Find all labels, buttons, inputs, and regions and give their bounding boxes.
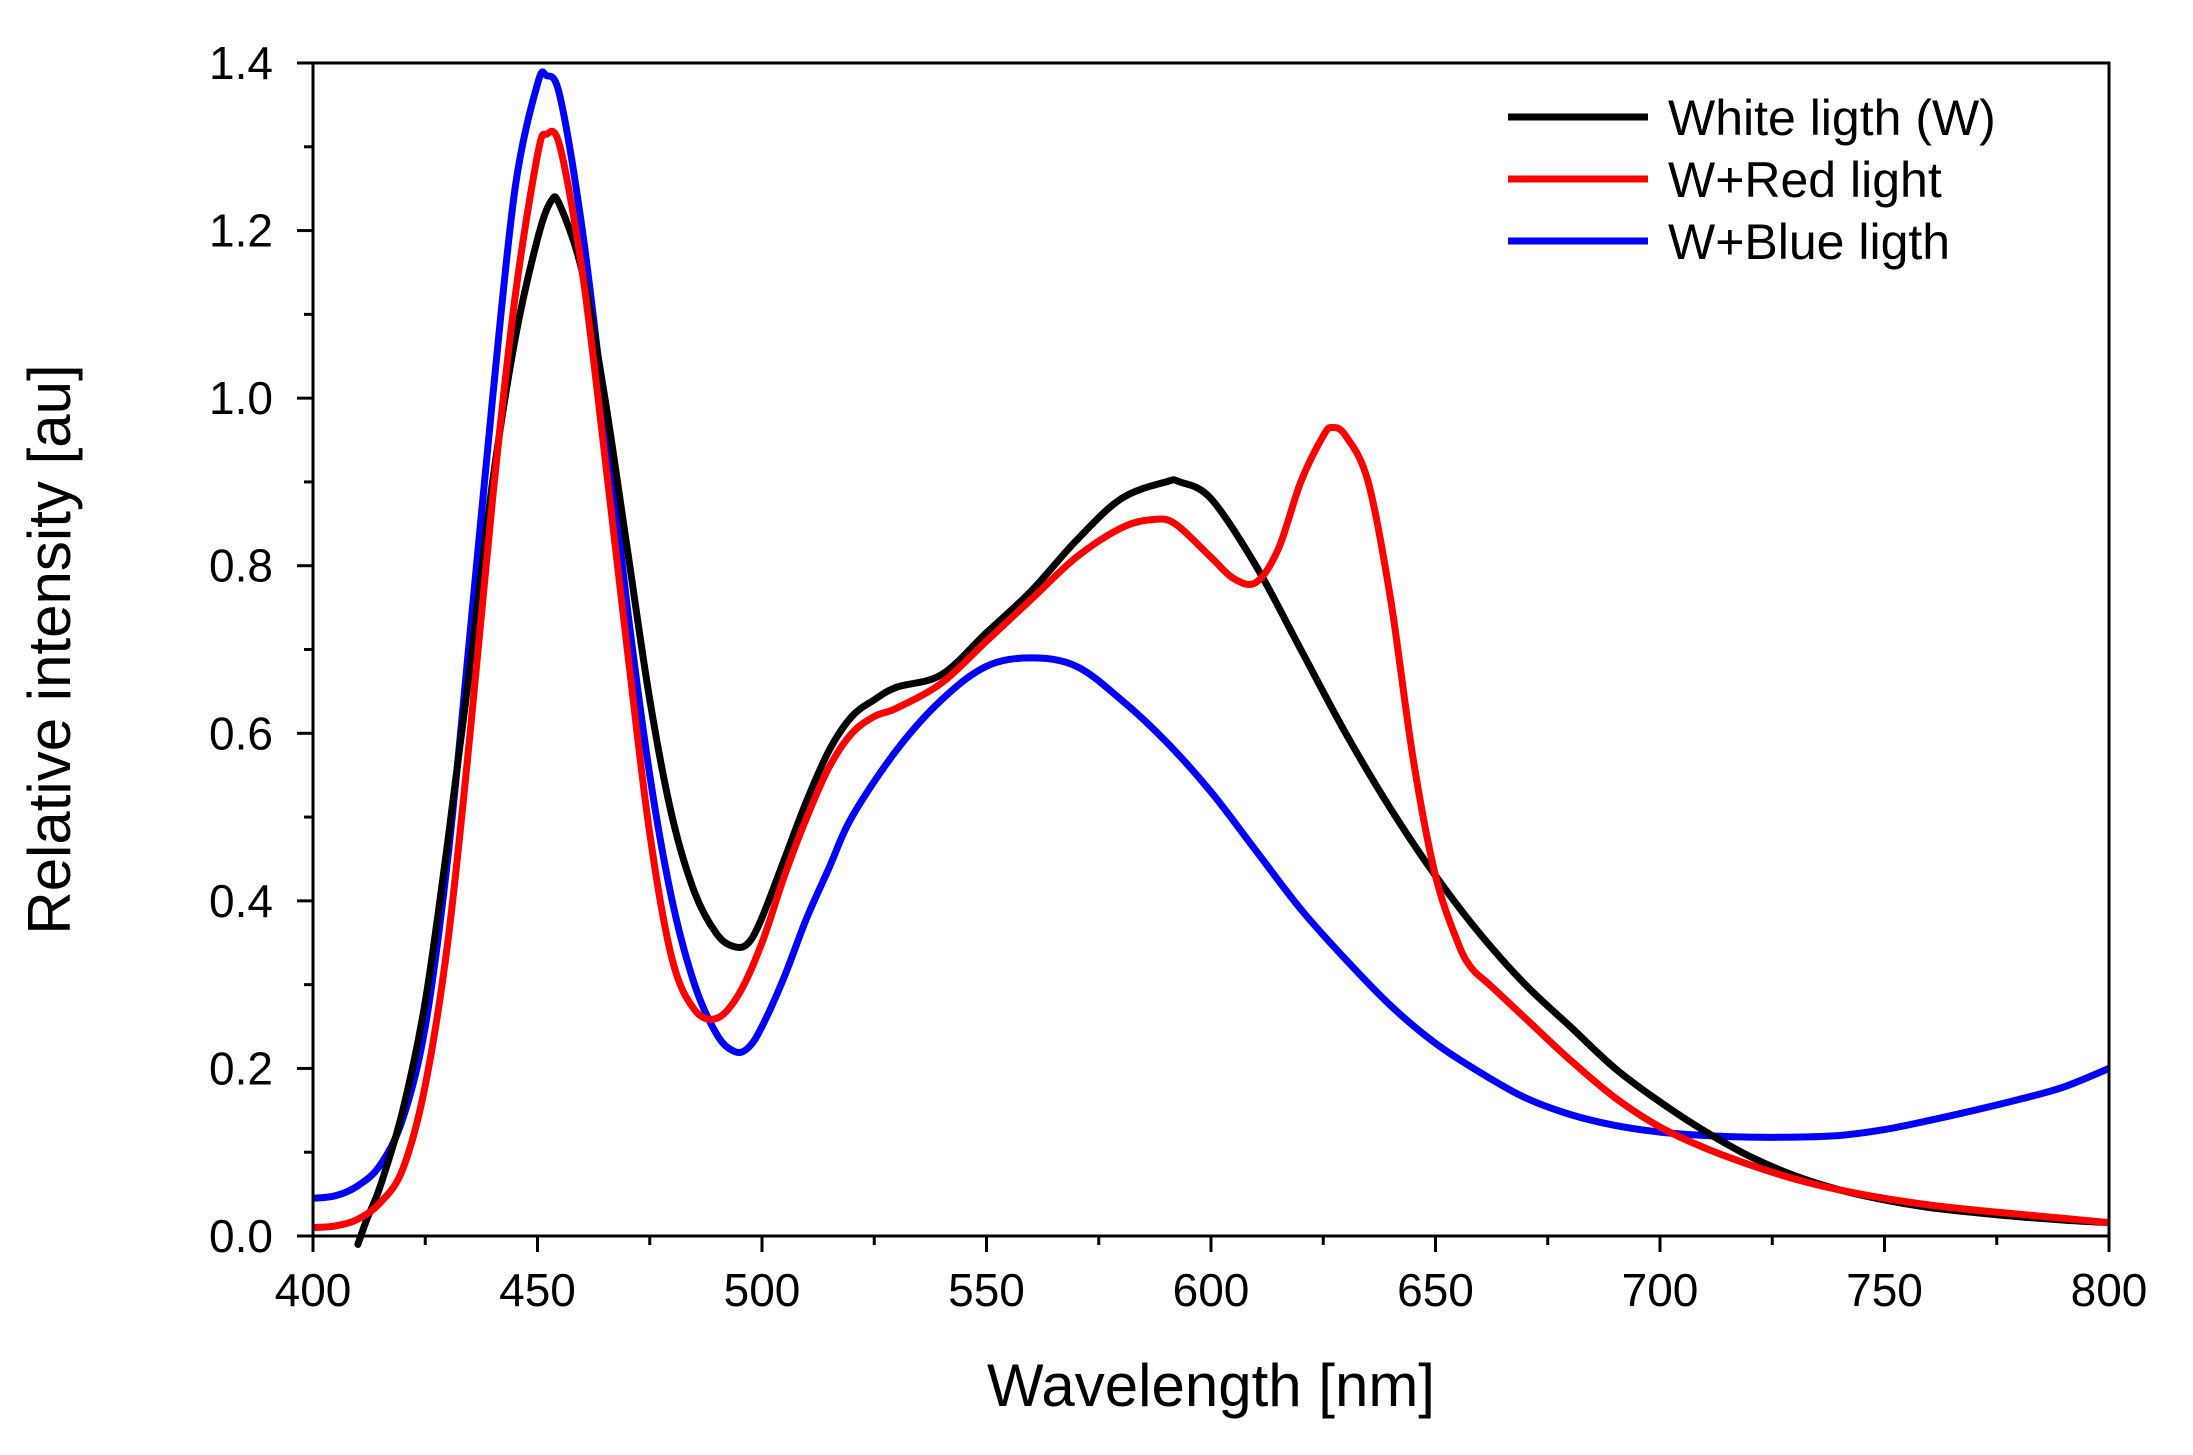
plot-area-frame [311,61,2111,1238]
y-axis-tick-marks [297,61,313,1238]
y-tick-label: 0.6 [209,707,273,759]
x-tick-label: 400 [275,1264,352,1316]
x-tick-label: 700 [1622,1264,1699,1316]
legend-item: White ligth (W) [1508,90,1996,146]
y-axis-tick-labels: 0.0 0.2 0.4 0.6 0.8 1.0 1.2 1.4 [209,37,273,1262]
legend-item: W+Blue ligth [1508,214,1950,270]
y-tick-label: 1.0 [209,372,273,424]
x-tick-label: 650 [1397,1264,1474,1316]
x-tick-label: 750 [1846,1264,1923,1316]
x-axis-title: Wavelength [nm] [987,1352,1435,1419]
y-tick-label: 1.4 [209,37,273,89]
legend: White ligth (W) W+Red light W+Blue ligth [1508,90,1996,270]
x-axis-tick-labels: 400 450 500 550 600 650 700 750 800 [275,1264,2148,1316]
series-line-3 [313,68,2109,1202]
legend-label: W+Blue ligth [1668,214,1950,270]
y-tick-label: 0.0 [209,1210,273,1262]
y-tick-label: 0.8 [209,540,273,592]
legend-label: White ligth (W) [1668,90,1996,146]
x-tick-label: 500 [724,1264,801,1316]
legend-label: W+Red light [1668,152,1942,208]
series-line-2 [313,127,2109,1232]
x-tick-label: 450 [499,1264,576,1316]
x-axis-tick-marks [311,1236,2111,1252]
x-tick-label: 550 [948,1264,1025,1316]
y-tick-label: 0.2 [209,1042,273,1094]
y-tick-label: 1.2 [209,205,273,257]
x-tick-label: 800 [2071,1264,2148,1316]
legend-item: W+Red light [1508,152,1942,208]
series-line-1 [354,193,2109,1248]
series-lines [313,68,2109,1248]
x-tick-label: 600 [1173,1264,1250,1316]
y-tick-label: 0.4 [209,875,273,927]
y-axis-title: Relative intensity [au] [16,364,83,934]
